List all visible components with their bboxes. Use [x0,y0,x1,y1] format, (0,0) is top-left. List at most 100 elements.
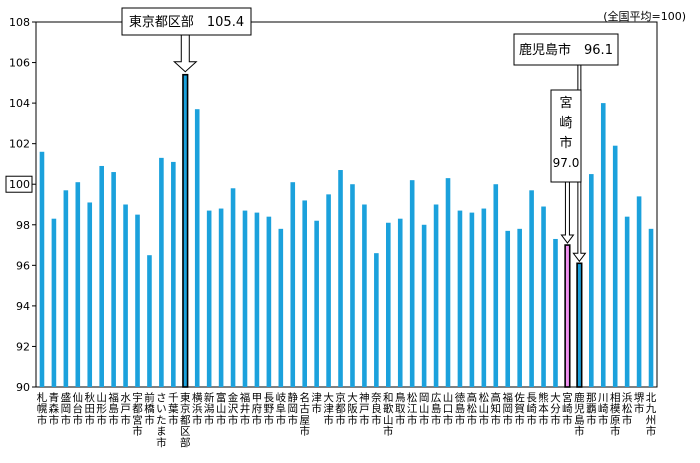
y-tick-label: 108 [9,16,30,29]
x-tick-label: 高松市 [467,391,478,426]
bar [242,210,248,387]
bar [123,204,128,387]
x-tick-label: 新潟市 [204,391,215,426]
x-tick-label: 岡山市 [419,392,430,426]
bar [147,255,152,387]
bar [326,194,331,387]
chart-note: (全国平均=100) [603,10,686,23]
x-tick-label: 大分市 [550,391,561,426]
plot-frame [35,21,658,388]
bar [230,188,236,387]
bar [409,180,415,387]
y-tick-label: 102 [9,138,30,151]
y-tick-label-box [5,175,33,193]
x-tick-label: 鹿児島市 [574,391,585,438]
x-tick-label: さいたま市 [156,392,167,449]
bar [182,73,189,388]
x-tick-label: 前橋市 [144,391,155,426]
x-tick-label: 長崎市 [526,392,537,426]
x-tick-label: 名古屋市 [299,391,310,438]
x-tick-label: 北九州市 [646,392,657,438]
bar [648,228,654,387]
bar [505,230,511,387]
bar [194,109,200,387]
x-tick-label: 長野市 [264,392,275,426]
x-tick-label: 奈良市 [371,391,382,426]
x-tick-label: 津市 [311,392,322,415]
bar [529,190,534,387]
x-tick-label: 札幌市 [37,391,48,426]
x-tick-label: 岐阜市 [276,391,287,426]
bar [111,172,116,387]
bar [385,222,391,387]
bar [636,196,642,387]
bar [135,214,140,387]
bar [517,228,522,387]
bar [576,262,583,388]
bar [218,208,224,387]
x-tick-label: 山形市 [96,392,107,426]
bar [290,182,296,387]
x-tick-label: 徳島市 [455,391,466,426]
bar [433,204,439,387]
y-tick-label: 100 [9,178,30,191]
x-tick-label: 京都市 [335,391,346,426]
bar [600,103,606,387]
x-tick-label: 甲府市 [252,392,263,426]
x-tick-label: 富山市 [216,391,227,426]
bar [314,220,319,387]
x-tick-label: 福島市 [108,391,119,426]
annotation-arrow [172,34,198,73]
x-tick-label: 青森市 [49,391,60,426]
bar [39,151,45,387]
x-tick-label: 宇都宮市 [132,391,143,438]
bar [278,228,284,387]
bar [553,238,558,387]
x-tick-label: 鳥取市 [395,391,406,426]
bar [624,216,630,387]
bar [469,212,475,387]
bar [350,184,355,387]
y-tick-label: 96 [16,259,30,272]
x-tick-label: 川崎市 [598,392,609,426]
x-tick-label: 神戸市 [359,391,370,426]
bar [541,206,546,387]
bar [159,157,164,387]
x-tick-label: 秋田市 [84,391,95,426]
x-tick-label: 和歌山市 [383,392,394,438]
x-tick-label: 堺市 [634,392,645,415]
y-tick-label: 98 [16,219,30,232]
x-tick-label: 熊本市 [538,391,549,426]
annotation-box [513,33,619,66]
bar [51,218,57,387]
x-tick-label: 浜松市 [622,392,633,426]
bar [338,170,343,387]
x-tick-label: 宮崎市 [562,391,573,426]
y-tick-label: 94 [16,300,30,313]
bar [87,202,93,387]
bar [445,178,451,387]
bar [421,224,427,387]
bar [63,190,69,387]
bar [171,161,176,387]
x-tick-label: 山口市 [443,392,454,426]
x-tick-label: 佐賀市 [514,391,525,426]
x-tick-label: 松江市 [407,391,418,426]
bar [612,145,618,387]
bar [564,244,571,388]
bar [99,165,104,387]
annotation-text: 宮崎市 97.0 [553,95,580,170]
bar [302,200,308,387]
y-tick-label: 90 [16,381,30,394]
x-tick-label: 千葉市 [168,392,179,426]
bar [397,218,403,387]
bar [75,182,81,387]
x-tick-label: 金沢市 [228,391,239,426]
x-tick-label: 松山市 [479,391,490,426]
x-tick-label: 東京都区部 [180,391,191,449]
bar [374,253,379,387]
x-tick-label: 福井市 [240,391,251,426]
x-tick-label: 大津市 [323,391,334,426]
y-tick-label: 92 [16,340,30,353]
